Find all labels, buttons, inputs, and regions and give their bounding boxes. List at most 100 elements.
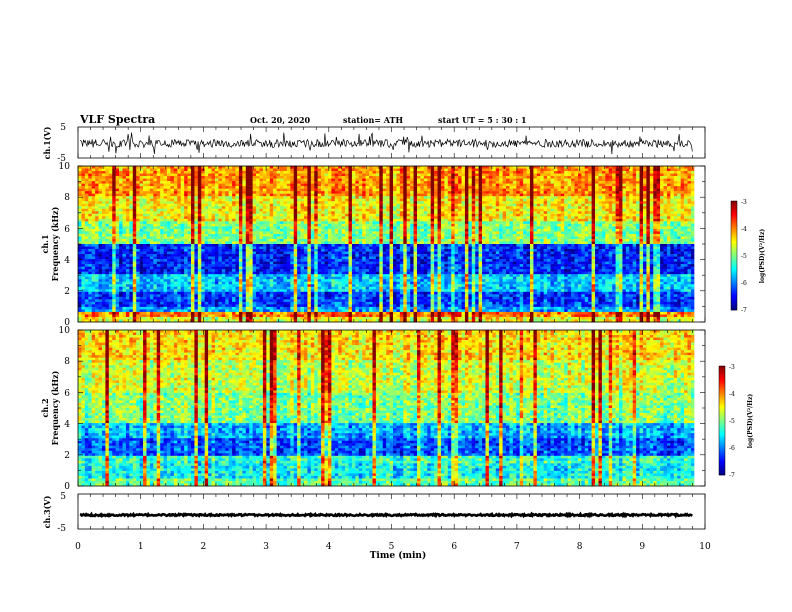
spectrogram-cell (687, 176, 692, 179)
spectrogram-cell (605, 216, 609, 220)
spectrogram-cell (238, 218, 243, 222)
spectrogram-cell (197, 216, 202, 220)
spectrogram-cell (232, 168, 236, 172)
spectrogram-cell (430, 178, 435, 182)
spectrogram-cell (225, 188, 229, 192)
spectrogram-cell (201, 226, 205, 230)
spectrogram-cell (461, 193, 466, 197)
spectrogram-cell (642, 176, 647, 179)
spectrogram-cell (420, 173, 425, 177)
spectrogram-cell (574, 206, 579, 210)
spectrogram-cell (242, 181, 247, 184)
spectrogram-cell (468, 178, 473, 182)
spectrogram-cell (523, 191, 527, 194)
spectrogram-cell (420, 201, 425, 204)
spectrogram-cell (526, 228, 531, 232)
spectrogram-cell (437, 206, 442, 210)
spectrogram-cell (170, 183, 175, 187)
spectrogram-cell (615, 231, 620, 235)
spectrogram-cell (434, 168, 438, 172)
spectrogram-cell (410, 181, 414, 184)
spectrogram-cell (420, 168, 425, 172)
spectrogram-cell (567, 171, 572, 174)
spectrogram-cell (399, 203, 404, 207)
spectrogram-cell (543, 193, 548, 197)
spectrogram-cell (242, 216, 247, 220)
spectrogram-cell (331, 208, 336, 212)
spectrogram-cell (423, 223, 428, 227)
spectrogram-cell (297, 173, 301, 177)
spectrogram-cell (232, 213, 236, 217)
spectrogram-cell (348, 176, 353, 179)
spectrogram-cell (187, 223, 192, 227)
spectrogram-cell (283, 208, 288, 212)
spectrogram-cell (478, 171, 483, 174)
spectrogram-cell (509, 216, 514, 220)
spectrogram-cell (622, 211, 627, 215)
spectrogram-cell (399, 211, 404, 215)
spectrogram-cell (78, 223, 82, 227)
spectrogram-cell (324, 231, 329, 235)
spectrogram-cell (540, 201, 544, 204)
spectrogram-cell (653, 208, 657, 212)
spectrogram-cell (242, 183, 247, 187)
spectrogram-cell (355, 231, 360, 235)
spectrogram-cell (690, 173, 695, 177)
spectrogram-cell (101, 201, 106, 204)
spectrogram-cell (269, 213, 274, 217)
spectrogram-cell (125, 213, 130, 217)
spectrogram-cell (536, 166, 541, 169)
spectrogram-cell (132, 216, 137, 220)
spectrogram-cell (146, 191, 151, 194)
spectrogram-cell (259, 216, 264, 220)
spectrogram-cell (108, 176, 113, 179)
spectrogram-cell (581, 213, 586, 217)
spectrogram-cell (310, 178, 315, 182)
spectrogram-cell (478, 233, 483, 237)
spectrogram-cell (434, 201, 438, 204)
spectrogram-cell (420, 216, 425, 220)
spectrogram-cell (280, 176, 284, 179)
spectrogram-cell (184, 191, 188, 194)
spectrogram-cell (375, 203, 380, 207)
spectrogram-cell (571, 196, 575, 199)
spectrogram-cell (345, 173, 349, 177)
spectrogram-cell (208, 168, 212, 172)
spectrogram-cell (177, 228, 181, 232)
spectrogram-cell (379, 171, 383, 174)
spectrogram-cell (577, 226, 582, 230)
spectrogram-cell (262, 223, 267, 227)
spectrogram-cell (464, 176, 469, 179)
spectrogram-cell (218, 168, 223, 172)
spectrogram-cell (663, 173, 668, 177)
spectrogram-cell (632, 193, 637, 197)
spectrogram-cell (687, 188, 692, 192)
spectrogram-cell (266, 168, 270, 172)
spectrogram-cell (642, 206, 647, 210)
spectrogram-cell (139, 213, 144, 217)
spectrogram-cell (177, 186, 181, 189)
spectrogram-cell (91, 188, 96, 192)
spectrogram-cell (536, 173, 541, 177)
spectrogram-cell (444, 183, 449, 187)
spectrogram-cell (430, 226, 435, 230)
spectrogram-cell (177, 183, 181, 187)
spectrogram-cell (386, 233, 390, 237)
spectrogram-cell (197, 201, 202, 204)
spectrogram-cell (362, 218, 366, 222)
spectrogram-cell (464, 168, 469, 172)
spectrogram-cell (478, 231, 483, 235)
spectrogram-cell (331, 213, 336, 217)
spectrogram-cell (197, 203, 202, 207)
spectrogram-cell (327, 196, 332, 199)
spectrogram-cell (225, 201, 229, 204)
spectrogram-cell (677, 198, 681, 202)
spectrogram-cell (187, 206, 192, 210)
spectrogram-cell (670, 168, 675, 172)
spectrogram-cell (591, 213, 596, 217)
spectrogram-cell (197, 233, 202, 237)
spectrogram-cell (543, 173, 548, 177)
spectrogram-cell (81, 196, 86, 199)
spectrogram-cell (280, 203, 284, 207)
spectrogram-cell (269, 181, 274, 184)
